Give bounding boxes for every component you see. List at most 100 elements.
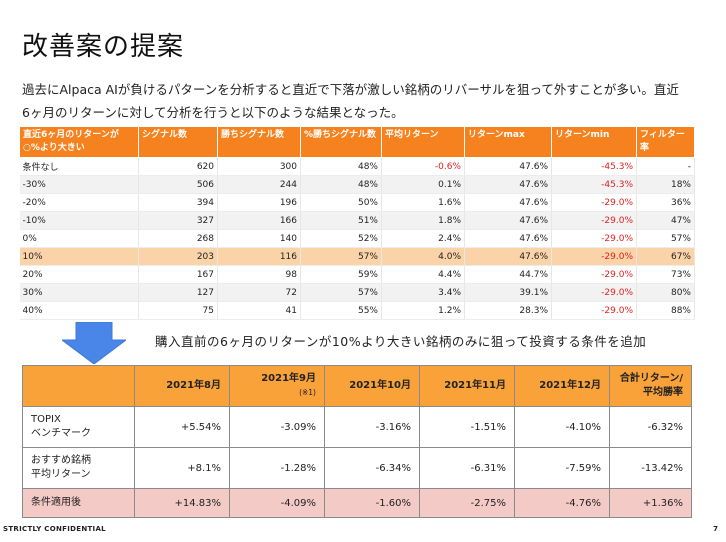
table-cell: -45.3% [551,175,637,194]
table-cell: 167 [138,265,218,284]
row-label: 条件適用後 [22,488,135,518]
table-cell: -13.42% [609,447,692,489]
table-cell: -4.09% [229,488,325,518]
column-header: リターンmin [551,126,637,158]
table-cell: -45.3% [551,157,637,176]
table-cell: 47.6% [464,247,552,266]
table-cell: 47% [636,211,695,230]
table-row: 10% 203 116 57% 4.0% 47.6% -29.0% 67% [19,247,695,266]
table-cell: -1.28% [229,447,325,489]
intro-line-1: 過去にAlpaca AIが負けるパターンを分析すると直近で下落が激しい銘柄のリバ… [22,82,679,97]
table-cell: 57% [300,247,382,266]
down-arrow-icon [62,322,126,364]
table-cell: -6.32% [609,406,692,448]
column-header: 平均リターン [381,126,465,158]
table-cell: 18% [636,175,695,194]
table-cell: +5.54% [134,406,230,448]
table-row: おすすめ銘柄 平均リターン +8.1% -1.28% -6.34% -6.31% -7.59… [22,447,692,489]
table-cell: -6.34% [324,447,420,489]
table-cell: 48% [300,157,382,176]
table-cell: 44.7% [464,265,552,284]
intro-text: 過去にAlpaca AIが負けるパターンを分析すると直近で下落が激しい銘柄のリバ… [22,78,712,124]
confidential-footer: STRICTLY CONFIDENTIAL [3,525,106,533]
table-cell: 36% [636,193,695,212]
table-row: 30% 127 72 57% 3.4% 39.1% -29.0% 80% [19,283,695,302]
table-cell: 75 [138,301,218,320]
column-header: %勝ちシグナル数 [300,126,382,158]
table-row: 20% 167 98 59% 4.4% 44.7% -29.0% 73% [19,265,695,284]
page-number: 7 [713,525,718,533]
table-cell: 88% [636,301,695,320]
table-cell: 20% [19,265,139,284]
table-cell: +1.36% [609,488,692,518]
table-cell: 47.6% [464,157,552,176]
table-row: 0% 268 140 52% 2.4% 47.6% -29.0% 57% [19,229,695,248]
column-header: 2021年12月 [514,365,610,407]
table-cell: 140 [217,229,301,248]
table-cell: -10% [19,211,139,230]
table-cell: 166 [217,211,301,230]
table-cell: -20% [19,193,139,212]
table-cell: 127 [138,283,218,302]
table-cell: 47.6% [464,211,552,230]
table-cell: 1.6% [381,193,465,212]
row-label-line2: ベンチマーク [31,428,91,439]
column-header: 2021年9月 (※1) [229,365,325,407]
column-header: 合計リターン/ 平均勝率 [609,365,692,407]
table-header-row: 直近6ヶ月のリターンが○%より大きい シグナル数 勝ちシグナル数 %勝ちシグナル… [19,126,695,158]
row-label-line1: おすすめ銘柄 [31,455,91,466]
column-header: 直近6ヶ月のリターンが○%より大きい [19,126,139,158]
table-cell: +14.83% [134,488,230,518]
table-cell: 30% [19,283,139,302]
page-title: 改善案の提案 [22,32,185,62]
table-cell: 98 [217,265,301,284]
table-row: 条件適用後 +14.83% -4.09% -1.60% -2.75% -4.76% +1.3… [22,488,692,518]
table-cell: -29.0% [551,265,637,284]
intro-line-2: 6ヶ月のリターンに対して分析を行うと以下のような結果となった。 [22,105,404,120]
table-cell: -6.31% [419,447,515,489]
table-cell: 40% [19,301,139,320]
column-header: 2021年11月 [419,365,515,407]
table-cell: 620 [138,157,218,176]
column-header: 勝ちシグナル数 [217,126,301,158]
table-cell: -29.0% [551,283,637,302]
table-cell: 300 [217,157,301,176]
column-header: フィルター率 [636,126,695,158]
table-cell: 1.8% [381,211,465,230]
monthly-return-table: 2021年8月 2021年9月 (※1) 2021年10月 2021年11月 2… [22,365,692,518]
column-header: 2021年10月 [324,365,420,407]
table-row: 40% 75 41 55% 1.2% 28.3% -29.0% 88% [19,301,695,320]
table-cell: 55% [300,301,382,320]
column-header: リターンmax [464,126,552,158]
table-cell: -29.0% [551,211,637,230]
table-cell: 244 [217,175,301,194]
table-cell: -29.0% [551,229,637,248]
table-cell: 57% [636,229,695,248]
table-cell: 67% [636,247,695,266]
column-header-label-line2: 平均勝率 [643,387,683,398]
column-header-label: 2021年9月 [261,373,316,384]
table-cell: 0% [19,229,139,248]
table-cell: 51% [300,211,382,230]
row-label-line2: 平均リターン [31,469,91,480]
table-cell: 80% [636,283,695,302]
table-cell: -3.16% [324,406,420,448]
table-cell: 268 [138,229,218,248]
return-filter-table: 直近6ヶ月のリターンが○%より大きい シグナル数 勝ちシグナル数 %勝ちシグナル… [19,126,695,320]
table-cell: 327 [138,211,218,230]
column-header: シグナル数 [138,126,218,158]
table-cell: -0.6% [381,157,465,176]
table-cell: +8.1% [134,447,230,489]
table-row: -20% 394 196 50% 1.6% 47.6% -29.0% 36% [19,193,695,212]
table-cell: -2.75% [419,488,515,518]
table-cell: 50% [300,193,382,212]
table-cell: -3.09% [229,406,325,448]
table-cell: 39.1% [464,283,552,302]
table-cell: -29.0% [551,247,637,266]
table-row: -10% 327 166 51% 1.8% 47.6% -29.0% 47% [19,211,695,230]
table-cell: -1.51% [419,406,515,448]
table-row: TOPIX ベンチマーク +5.54% -3.09% -3.16% -1.51% -4.10… [22,406,692,448]
table-cell: 203 [138,247,218,266]
table-cell: 0.1% [381,175,465,194]
table-cell: 72 [217,283,301,302]
